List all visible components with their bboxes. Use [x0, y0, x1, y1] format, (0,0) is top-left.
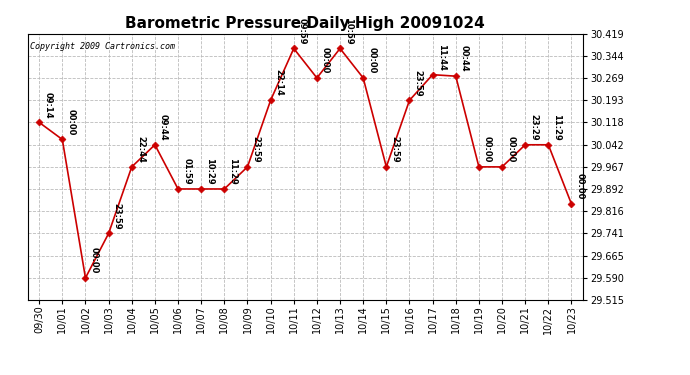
Text: 09:44: 09:44	[159, 114, 168, 141]
Text: 23:59: 23:59	[112, 202, 121, 229]
Text: 22:14: 22:14	[275, 69, 284, 96]
Text: 01:59: 01:59	[182, 158, 191, 185]
Text: 10:29: 10:29	[206, 158, 215, 185]
Text: 11:44: 11:44	[437, 44, 446, 70]
Text: 00:44: 00:44	[460, 45, 469, 72]
Text: 23:29: 23:29	[529, 114, 538, 141]
Text: 09:14: 09:14	[43, 92, 52, 118]
Text: 22:44: 22:44	[136, 136, 145, 163]
Text: 23:59: 23:59	[391, 136, 400, 163]
Text: 09:59: 09:59	[298, 18, 307, 44]
Text: 00:00: 00:00	[321, 47, 330, 74]
Text: 23:59: 23:59	[252, 136, 261, 163]
Text: 00:00: 00:00	[367, 47, 376, 74]
Text: 00:00: 00:00	[66, 109, 75, 135]
Text: 11:29: 11:29	[553, 114, 562, 141]
Text: 23:59: 23:59	[413, 69, 423, 96]
Text: 10:59: 10:59	[344, 18, 353, 44]
Text: Copyright 2009 Cartronics.com: Copyright 2009 Cartronics.com	[30, 42, 175, 51]
Text: 00:00: 00:00	[483, 136, 492, 163]
Text: 00:00: 00:00	[90, 248, 99, 274]
Text: 00:00: 00:00	[575, 174, 584, 200]
Title: Barometric Pressure Daily High 20091024: Barometric Pressure Daily High 20091024	[126, 16, 485, 31]
Text: 11:29: 11:29	[228, 158, 237, 185]
Text: 00:00: 00:00	[506, 136, 515, 163]
